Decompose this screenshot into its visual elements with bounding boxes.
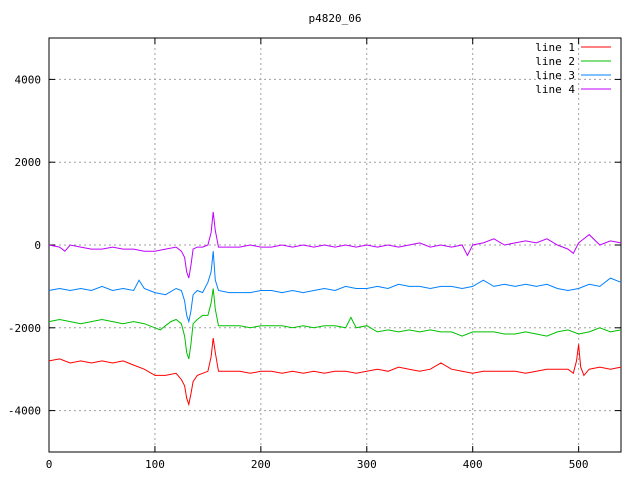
chart-title: p4820_06 [309, 12, 362, 25]
legend-label-2: line 2 [535, 55, 575, 68]
grid-lines [49, 38, 621, 452]
series-line-3 [48, 251, 622, 324]
x-tick-label: 100 [145, 458, 165, 471]
legend-label-4: line 4 [535, 83, 575, 96]
series-lines [48, 211, 622, 407]
y-tick-label: 0 [34, 239, 41, 252]
series-line-1 [48, 338, 622, 407]
legend-label-1: line 1 [535, 41, 575, 54]
x-tick-label: 400 [463, 458, 483, 471]
x-tick-label: 500 [569, 458, 589, 471]
series-line-4 [48, 211, 622, 279]
y-tick-label: -4000 [8, 405, 41, 418]
y-tick-label: 4000 [15, 73, 42, 86]
tick-labels: 0 100 200 300 400 500 -4000 -2000 0 2000 4000 [8, 73, 589, 471]
legend-label-3: line 3 [535, 69, 575, 82]
x-tick-label: 300 [357, 458, 377, 471]
series-line-2 [48, 288, 622, 360]
y-tick-label: -2000 [8, 322, 41, 335]
y-tick-label: 2000 [15, 156, 42, 169]
x-tick-label: 0 [46, 458, 53, 471]
x-tick-label: 200 [251, 458, 271, 471]
